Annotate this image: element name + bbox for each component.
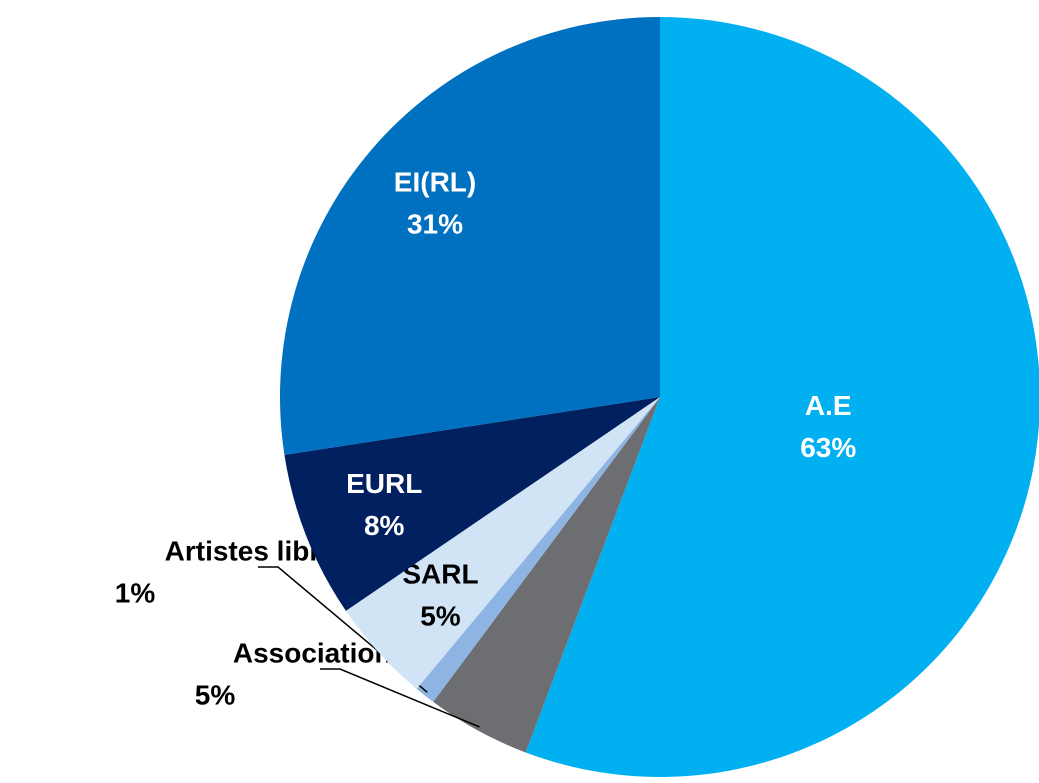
pie-slice xyxy=(345,397,660,689)
pie-slice xyxy=(416,397,660,702)
slice-value-label: 5% xyxy=(195,679,236,710)
pie-slice xyxy=(280,17,660,455)
pie-slice xyxy=(525,17,1039,777)
slice-label: EI(RL) xyxy=(394,166,476,197)
slice-value-label: 63% xyxy=(800,432,856,463)
leader-line xyxy=(320,668,480,728)
pie-slice xyxy=(433,397,660,753)
slice-value-label: 1% xyxy=(115,577,156,608)
slice-value-label: 31% xyxy=(407,208,463,239)
slice-value-label: 5% xyxy=(420,601,461,632)
slice-label: EURL xyxy=(346,468,422,499)
pie-slice xyxy=(284,397,660,611)
slice-label: A.E xyxy=(805,390,852,421)
slice-value-label: 8% xyxy=(364,510,405,541)
